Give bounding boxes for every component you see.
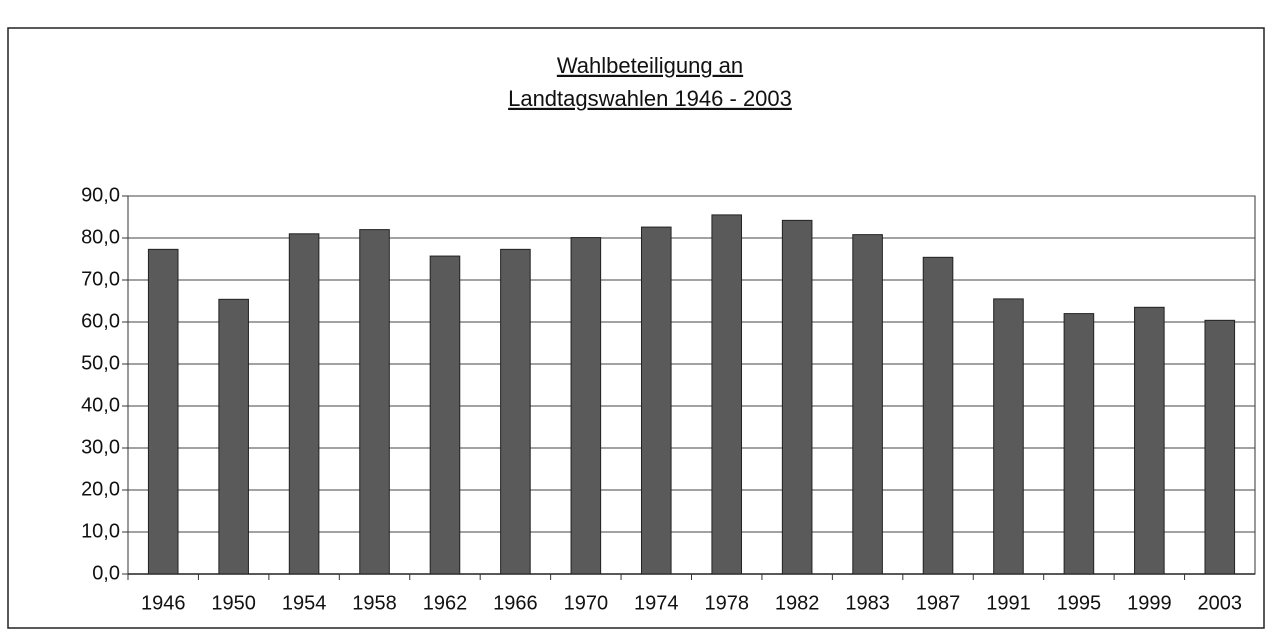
bar (852, 234, 883, 575)
x-tick-label: 1987 (916, 592, 961, 614)
x-tick-label: 1966 (493, 592, 538, 614)
bar (429, 255, 461, 575)
bar (218, 298, 249, 575)
bar (1134, 306, 1165, 575)
x-tick-label: 2003 (1198, 592, 1243, 614)
y-tick-label: 90,0 (81, 184, 120, 206)
bar (359, 229, 390, 575)
x-tick-label: 1950 (211, 592, 256, 614)
bar (147, 248, 179, 575)
x-tick-label: 1970 (564, 592, 609, 614)
x-tick-label: 1991 (986, 592, 1031, 614)
y-tick-label: 70,0 (81, 268, 120, 290)
y-tick-label: 40,0 (81, 394, 120, 416)
chart-title: Landtagswahlen 1946 - 2003 (508, 86, 792, 111)
chart-title: Wahlbeteiligung an (557, 53, 743, 78)
y-tick-label: 80,0 (81, 226, 120, 248)
chart-frame (7, 27, 1265, 629)
x-tick-label: 1995 (1057, 592, 1102, 614)
bar (288, 233, 320, 575)
y-tick-label: 60,0 (81, 310, 120, 332)
y-tick-label: 20,0 (81, 478, 120, 500)
bar (781, 219, 813, 575)
x-tick-label: 1954 (282, 592, 327, 614)
y-tick-label: 30,0 (81, 436, 120, 458)
y-tick-label: 0,0 (92, 562, 120, 584)
bar (922, 256, 954, 575)
x-tick-label: 1983 (845, 592, 890, 614)
bar (640, 226, 672, 575)
bar (570, 237, 602, 575)
x-tick-label: 1999 (1127, 592, 1172, 614)
bar (1063, 313, 1095, 575)
y-tick-label: 10,0 (81, 520, 120, 542)
bar (711, 214, 743, 575)
x-tick-label: 1982 (775, 592, 820, 614)
bar (1204, 319, 1236, 575)
x-tick-label: 1946 (141, 592, 186, 614)
x-tick-label: 1978 (704, 592, 749, 614)
y-tick-label: 50,0 (81, 352, 120, 374)
bar (500, 248, 531, 575)
x-tick-label: 1974 (634, 592, 679, 614)
x-tick-label: 1962 (423, 592, 468, 614)
bar (993, 298, 1024, 575)
x-tick-label: 1958 (352, 592, 397, 614)
